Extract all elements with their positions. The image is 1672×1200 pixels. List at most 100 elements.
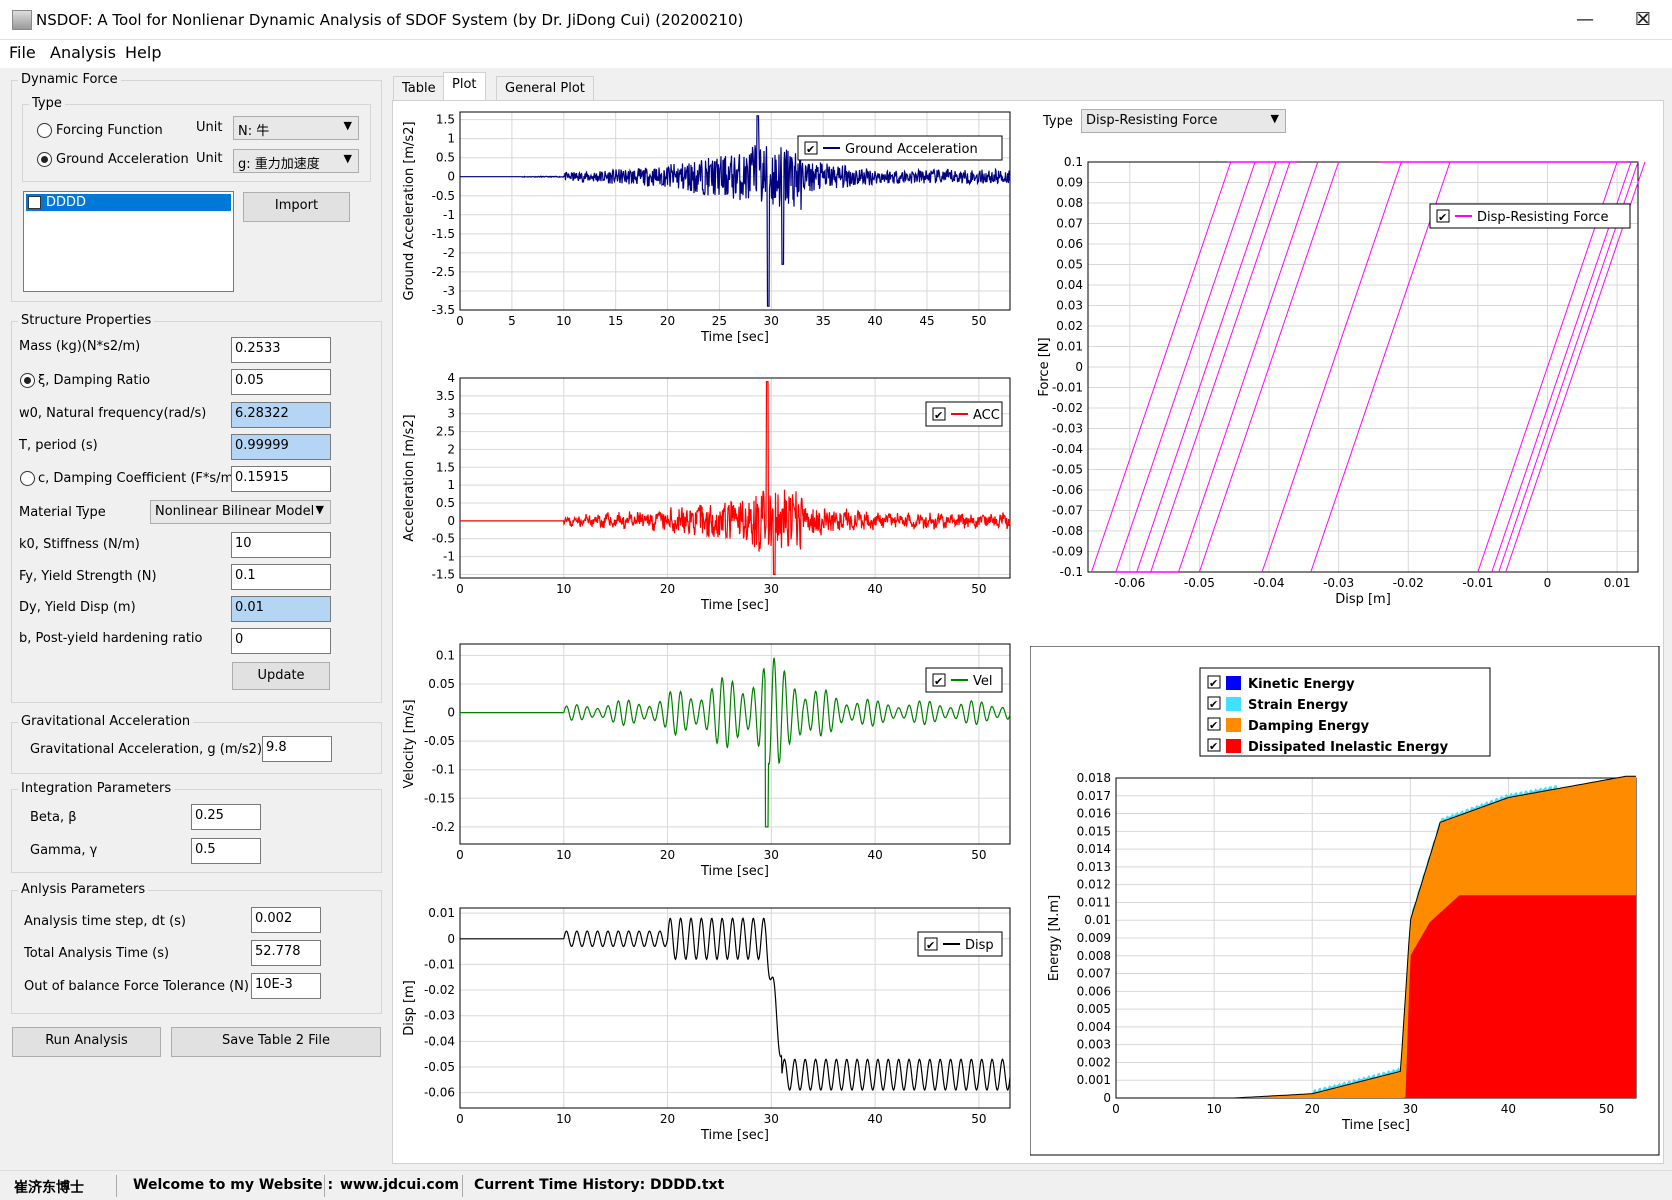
tab-plot[interactable]: Plot <box>443 72 486 100</box>
damping-ratio-input[interactable]: 0.05 <box>231 369 331 395</box>
material-value: Nonlinear Bilinear Model <box>155 504 315 519</box>
x-tick-label: 10 <box>556 1112 571 1126</box>
dynamic-force-group <box>11 80 382 302</box>
b-input[interactable]: 0 <box>231 628 331 654</box>
y-tick-label: -1 <box>443 208 455 222</box>
hysteresis-line <box>1136 161 1277 573</box>
close-button[interactable]: ✕ <box>1635 9 1651 30</box>
legend-label: Disp <box>965 938 994 953</box>
dy-input[interactable]: 0.01 <box>231 596 331 622</box>
damping-ratio-radio[interactable] <box>20 373 35 388</box>
menu-analysis[interactable]: Analysis <box>50 43 116 62</box>
y-tick-label: 0.017 <box>1077 789 1111 803</box>
unit-acc-select[interactable]: g: 重力加速度 ▼ <box>233 149 359 173</box>
maximize-button[interactable]: ☐ <box>1634 9 1652 30</box>
velocity-chart: 0 10 20 30 40 50 0.1 0.05 0 -0.05 -0.1 -0.15 -0.2 Tim… <box>402 643 1011 879</box>
x-tick-label: 40 <box>1501 1102 1516 1116</box>
total-time-input[interactable]: 52.778 <box>251 940 321 966</box>
legend-checkbox <box>1207 675 1221 689</box>
y-tick-label: -0.04 <box>424 1034 455 1048</box>
x-tick-label: 25 <box>712 314 727 328</box>
x-tick-label: 30 <box>764 1112 779 1126</box>
legend-label: Damping Energy <box>1248 719 1370 734</box>
list-item-checkbox[interactable] <box>28 196 41 209</box>
x-axis-label: Disp [m] <box>1335 592 1391 607</box>
y-tick-label: 0 <box>447 706 455 720</box>
beta-label: Beta, β <box>30 810 77 825</box>
damping-coefficient-input[interactable]: 0.15915 <box>231 466 331 492</box>
y-tick-label: 0.5 <box>436 496 455 510</box>
beta-input[interactable]: 0.25 <box>191 804 261 830</box>
x-tick-label: 0 <box>456 848 464 862</box>
legend-checkbox <box>932 407 946 421</box>
dt-input[interactable]: 0.002 <box>251 907 321 933</box>
series-line <box>460 917 1011 1092</box>
series-line <box>460 381 1011 575</box>
k0-input[interactable]: 10 <box>231 532 331 558</box>
y-tick-label: 0.006 <box>1077 984 1111 998</box>
legend-checkbox <box>1207 738 1221 752</box>
unit-force-select[interactable]: N: 牛 ▼ <box>233 116 359 140</box>
energy-legend-box <box>1199 667 1491 757</box>
hysteresis-line <box>1198 161 1340 573</box>
tab-table[interactable]: Table <box>393 76 445 100</box>
y-tick-label: 0.014 <box>1077 842 1111 856</box>
y-tick-label: 0.5 <box>436 151 455 165</box>
menu-bar: File Analysis Help <box>0 40 1672 68</box>
menu-file[interactable]: File <box>9 43 36 62</box>
time-history-list[interactable]: DDDD <box>23 191 234 292</box>
acceleration-chart: 0 10 20 30 40 50 4 3.5 3 2.5 2 1.5 1 0.5 0 -0.5 -1 -1.5 Ti… <box>402 371 1011 613</box>
tolerance-input[interactable]: 10E-3 <box>251 973 321 999</box>
plot-border <box>459 907 1011 1109</box>
y-axis-label: Acceleration [m/s2] <box>402 414 417 541</box>
y-axis-label: Ground Acceleration [m/s2] <box>402 121 417 300</box>
ground-acceleration-radio[interactable] <box>37 152 52 167</box>
import-button[interactable]: Import <box>243 192 350 222</box>
y-tick-label: 0.01 <box>1056 340 1083 354</box>
hysteresis-line <box>1150 161 1291 573</box>
minimize-button[interactable]: — <box>1576 9 1594 30</box>
tab-general-plot[interactable]: General Plot <box>496 76 594 100</box>
y-tick-label: 3.5 <box>436 389 455 403</box>
x-tick-label: -0.03 <box>1323 576 1354 590</box>
x-tick-label: 40 <box>867 1112 882 1126</box>
menu-help[interactable]: Help <box>125 43 162 62</box>
y-tick-label: -0.07 <box>1052 504 1083 518</box>
gravity-input[interactable]: 9.8 <box>262 736 332 762</box>
damping-ratio-label: ξ, Damping Ratio <box>38 373 151 388</box>
x-tick-label: 50 <box>971 848 986 862</box>
fy-input[interactable]: 0.1 <box>231 564 331 590</box>
gamma-input[interactable]: 0.5 <box>191 838 261 864</box>
unit-label-acc: Unit <box>196 151 223 166</box>
y-tick-label: -0.01 <box>424 957 455 971</box>
list-item[interactable]: DDDD <box>26 194 231 211</box>
mass-input[interactable]: 0.2533 <box>231 337 331 363</box>
forcing-function-radio[interactable] <box>37 123 52 138</box>
gravity-label: Gravitational Acceleration, g (m/s2) <box>30 742 263 757</box>
integration-title: Integration Parameters <box>18 781 175 796</box>
y-tick-label: -0.08 <box>1052 524 1083 538</box>
run-analysis-button[interactable]: Run Analysis <box>12 1027 161 1057</box>
period-input[interactable]: 0.99999 <box>231 434 331 460</box>
plot-type-select[interactable]: Disp-Resisting Force ▼ <box>1081 109 1286 133</box>
y-tick-label: 4 <box>447 371 455 385</box>
damping-coefficient-radio[interactable] <box>20 471 35 486</box>
save-table-button[interactable]: Save Table 2 File <box>171 1027 381 1057</box>
y-tick-label: -2 <box>443 246 455 260</box>
x-axis-label: Time [sec] <box>700 598 769 613</box>
y-tick-label: -3 <box>443 284 455 298</box>
material-select[interactable]: Nonlinear Bilinear Model ▼ <box>150 500 331 524</box>
y-tick-label: -3.5 <box>432 303 455 317</box>
w0-input[interactable]: 6.28322 <box>231 402 331 428</box>
update-button[interactable]: Update <box>232 662 330 690</box>
y-tick-label: 0.012 <box>1077 878 1111 892</box>
x-tick-label: 50 <box>971 1112 986 1126</box>
website-link[interactable]: www.jdcui.com <box>340 1177 459 1193</box>
displacement-chart: 0 10 20 30 40 50 0.01 0 -0.01 -0.02 -0.03 -0.04 -0.0… <box>402 906 1011 1143</box>
hysteresis-line <box>1261 161 1402 573</box>
y-tick-label: -0.05 <box>424 1060 455 1074</box>
x-tick-label: 0 <box>456 314 464 328</box>
y-tick-label: 3 <box>447 407 455 421</box>
x-tick-label: 0 <box>1112 1102 1120 1116</box>
x-tick-label: 35 <box>816 314 831 328</box>
